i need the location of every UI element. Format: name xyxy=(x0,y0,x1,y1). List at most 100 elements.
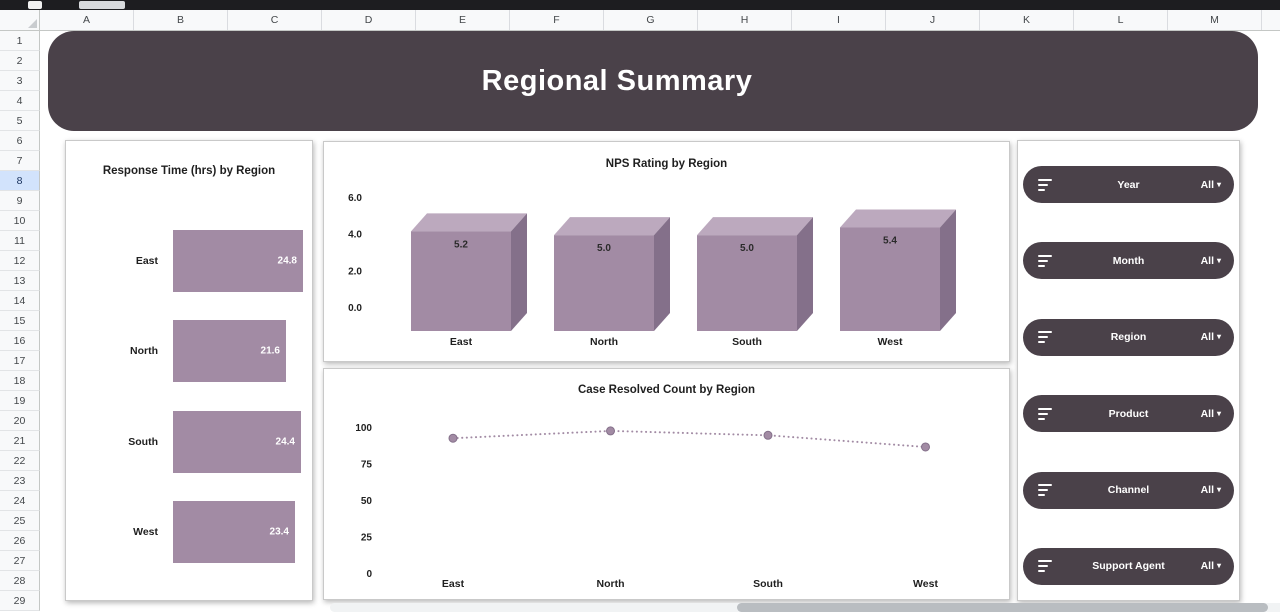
y-tick-label: 0.0 xyxy=(348,303,362,314)
row-header-10[interactable]: 10 xyxy=(0,211,40,231)
row-header-29[interactable]: 29 xyxy=(0,591,40,611)
select-all-corner[interactable] xyxy=(0,10,40,30)
column-header-H[interactable]: H xyxy=(698,10,792,30)
column-header-D[interactable]: D xyxy=(322,10,416,30)
column-header-G[interactable]: G xyxy=(604,10,698,30)
slicer-value-text: All xyxy=(1200,484,1214,497)
value-label: 5.4 xyxy=(883,236,897,247)
column-filler xyxy=(1262,10,1280,30)
chevron-down-icon: ▾ xyxy=(1216,332,1221,342)
slicer-product[interactable]: Product All ▾ xyxy=(1023,395,1234,433)
column-header-E[interactable]: E xyxy=(416,10,510,30)
column-header-M[interactable]: M xyxy=(1168,10,1262,30)
slicer-label: Support Agent xyxy=(1092,560,1165,573)
chart-title: Case Resolved Count by Region xyxy=(577,384,755,396)
y-tick-label: 6.0 xyxy=(348,193,362,204)
chart-response-time[interactable]: Response Time (hrs) by Region East 24.8 No… xyxy=(65,140,313,601)
filter-icon xyxy=(1038,559,1054,573)
row-header-28[interactable]: 28 xyxy=(0,571,40,591)
slicer-value-text: All xyxy=(1200,331,1214,344)
column-header-J[interactable]: J xyxy=(886,10,980,30)
slicer-month[interactable]: Month All ▾ xyxy=(1023,242,1234,280)
row-header-8[interactable]: 8 xyxy=(0,171,40,191)
slicer-channel[interactable]: Channel All ▾ xyxy=(1023,471,1234,509)
row-header-9[interactable]: 9 xyxy=(0,191,40,211)
bar-3d-top xyxy=(411,213,527,232)
row-header-7[interactable]: 7 xyxy=(0,151,40,171)
value-label: 21.6 xyxy=(260,345,280,357)
row-header-1[interactable]: 1 xyxy=(0,31,40,51)
row-header-2[interactable]: 2 xyxy=(0,51,40,71)
value-label: 5.0 xyxy=(740,243,754,254)
filter-icon xyxy=(1038,483,1054,497)
row-header-17[interactable]: 17 xyxy=(0,351,40,371)
row-header-6[interactable]: 6 xyxy=(0,131,40,151)
row-header-16[interactable]: 16 xyxy=(0,331,40,351)
row-header-5[interactable]: 5 xyxy=(0,111,40,131)
row-header-27[interactable]: 27 xyxy=(0,551,40,571)
row-header-19[interactable]: 19 xyxy=(0,391,40,411)
row-header-20[interactable]: 20 xyxy=(0,411,40,431)
column-header-A[interactable]: A xyxy=(40,10,134,30)
chart-case-resolved[interactable]: Case Resolved Count by Region 100 75 50 25 0… xyxy=(323,368,1010,600)
category-label: South xyxy=(732,336,762,348)
category-label: West xyxy=(133,526,158,538)
value-label: 5.0 xyxy=(597,243,611,254)
toolbar-strip xyxy=(0,0,1280,10)
slicer-value: All ▾ xyxy=(1201,255,1221,267)
bar-row-north: North 21.6 xyxy=(66,320,312,382)
slicer-support-agent[interactable]: Support Agent All ▾ xyxy=(1023,547,1234,585)
row-header-23[interactable]: 23 xyxy=(0,471,40,491)
y-tick-label: 100 xyxy=(355,423,372,434)
value-label: 24.4 xyxy=(275,436,295,448)
column-header-B[interactable]: B xyxy=(134,10,228,30)
bar-3d-side xyxy=(654,217,670,331)
data-point-east xyxy=(448,433,458,443)
row-header-3[interactable]: 3 xyxy=(0,71,40,91)
row-header-15[interactable]: 15 xyxy=(0,311,40,331)
row-header-4[interactable]: 4 xyxy=(0,91,40,111)
filter-icon xyxy=(1038,254,1054,268)
row-header-11[interactable]: 11 xyxy=(0,231,40,251)
slicer-value-text: All xyxy=(1200,178,1214,191)
slicer-year[interactable]: Year All ▾ xyxy=(1023,166,1234,203)
slicer-region[interactable]: Region All ▾ xyxy=(1023,318,1234,356)
bar-3d-side xyxy=(940,209,956,331)
scrollbar-thumb[interactable] xyxy=(737,603,1268,612)
row-header-14[interactable]: 14 xyxy=(0,291,40,311)
data-point-south xyxy=(763,430,773,440)
filter-icon xyxy=(1038,178,1054,192)
column-header-C[interactable]: C xyxy=(228,10,322,30)
chart-nps[interactable]: NPS Rating by Region 6.0 4.0 2.0 0.0 5.2 East… xyxy=(323,141,1010,362)
data-point-north xyxy=(606,426,615,436)
chart-title: Response Time (hrs) by Region xyxy=(102,165,276,177)
horizontal-scrollbar[interactable] xyxy=(330,603,1280,612)
dashboard-header-band: Regional Summary xyxy=(48,31,1258,131)
row-header-12[interactable]: 12 xyxy=(0,251,40,271)
row-header-26[interactable]: 26 xyxy=(0,531,40,551)
slicer-value: All ▾ xyxy=(1201,179,1221,191)
row-header-21[interactable]: 21 xyxy=(0,431,40,451)
y-tick-label: 4.0 xyxy=(348,230,362,241)
page-title: Regional Summary xyxy=(481,64,753,97)
y-tick-label: 25 xyxy=(361,533,373,544)
column-header-F[interactable]: F xyxy=(510,10,604,30)
slicer-value: All ▾ xyxy=(1201,484,1221,496)
bar-row-east: East 24.8 xyxy=(66,230,312,292)
bar: 24.4 xyxy=(173,411,301,473)
bar-3d-top xyxy=(840,209,956,228)
column-header-K[interactable]: K xyxy=(980,10,1074,30)
bar-3d-top xyxy=(554,217,670,236)
row-header-13[interactable]: 13 xyxy=(0,271,40,291)
slicer-value: All ▾ xyxy=(1201,408,1221,420)
bar-3d-front xyxy=(554,235,654,331)
category-label: East xyxy=(450,336,473,348)
y-tick-label: 2.0 xyxy=(348,266,362,277)
row-header-24[interactable]: 24 xyxy=(0,491,40,511)
column-header-L[interactable]: L xyxy=(1074,10,1168,30)
row-header-18[interactable]: 18 xyxy=(0,371,40,391)
row-header-22[interactable]: 22 xyxy=(0,451,40,471)
row-header-25[interactable]: 25 xyxy=(0,511,40,531)
column-header-I[interactable]: I xyxy=(792,10,886,30)
